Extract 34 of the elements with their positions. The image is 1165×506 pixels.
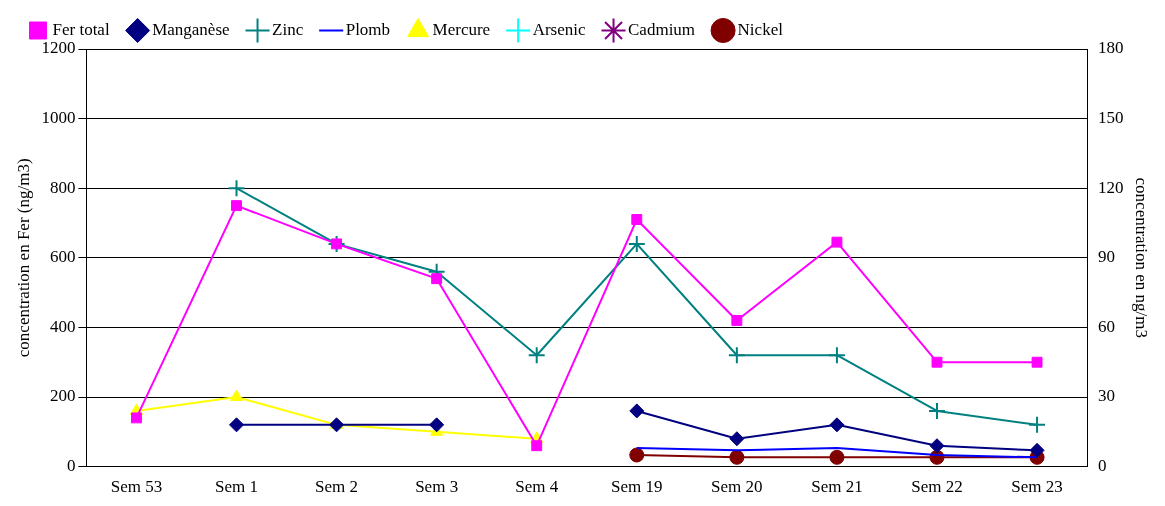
- x-tick-label: Sem 2: [315, 477, 359, 497]
- legend-label: Manganèse: [152, 19, 230, 39]
- y2-tick-label: 150: [1098, 108, 1124, 128]
- legend-label: Plomb: [345, 19, 391, 39]
- legend-label: Nickel: [737, 19, 784, 39]
- x-tick-label: Sem 3: [415, 477, 459, 497]
- x-tick-label: Sem 4: [515, 477, 559, 497]
- y2-tick-label: 0: [1098, 456, 1107, 476]
- y-tick-label: 1200: [41, 38, 76, 58]
- y2-tick-label: 30: [1098, 386, 1116, 406]
- legend-label: Arsenic: [532, 19, 586, 39]
- y-tick-label: 200: [49, 386, 76, 406]
- y-tick-label: 400: [49, 316, 76, 336]
- legend-label: Zinc: [272, 19, 304, 39]
- y2-tick-label: 60: [1098, 316, 1116, 336]
- x-tick-label: Sem 19: [611, 477, 663, 497]
- y-tick-label: 800: [49, 177, 76, 197]
- x-tick-label: Sem 53: [110, 477, 163, 497]
- y2-tick-label: 120: [1098, 177, 1124, 197]
- y2-axis-title: concentration en ng/m3: [1132, 177, 1152, 339]
- x-tick-label: Sem 23: [1011, 477, 1063, 497]
- x-tick-label: Sem 21: [811, 477, 863, 497]
- legend-label: Mercure: [432, 19, 491, 39]
- y-tick-label: 1000: [41, 108, 76, 128]
- y-tick-label: 600: [49, 247, 76, 267]
- y2-tick-label: 180: [1098, 38, 1124, 58]
- x-tick-label: Sem 1: [215, 477, 258, 497]
- x-tick-label: Sem 22: [911, 477, 963, 497]
- x-tick-label: Sem 20: [711, 477, 763, 497]
- y-tick-label: 0: [66, 456, 76, 476]
- y-axis-title: concentration en Fer (ng/m3): [13, 158, 33, 358]
- y2-tick-label: 90: [1098, 247, 1116, 267]
- legend-label: Cadmium: [628, 19, 696, 39]
- legend-label: Fer total: [52, 19, 110, 39]
